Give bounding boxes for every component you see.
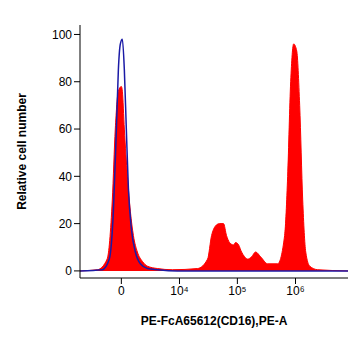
svg-text:0: 0 bbox=[65, 264, 72, 278]
svg-text:0: 0 bbox=[118, 284, 125, 298]
svg-text:Relative cell number: Relative cell number bbox=[15, 93, 29, 210]
svg-text:PE-FcA65612(CD16),PE-A: PE-FcA65612(CD16),PE-A bbox=[141, 314, 288, 328]
svg-text:20: 20 bbox=[59, 217, 73, 231]
svg-text:10⁶: 10⁶ bbox=[286, 284, 304, 298]
svg-text:40: 40 bbox=[59, 170, 73, 184]
svg-text:10⁴: 10⁴ bbox=[170, 284, 189, 298]
svg-text:10⁵: 10⁵ bbox=[228, 284, 246, 298]
svg-text:100: 100 bbox=[52, 28, 72, 42]
svg-text:80: 80 bbox=[59, 75, 73, 89]
svg-text:60: 60 bbox=[59, 122, 73, 136]
